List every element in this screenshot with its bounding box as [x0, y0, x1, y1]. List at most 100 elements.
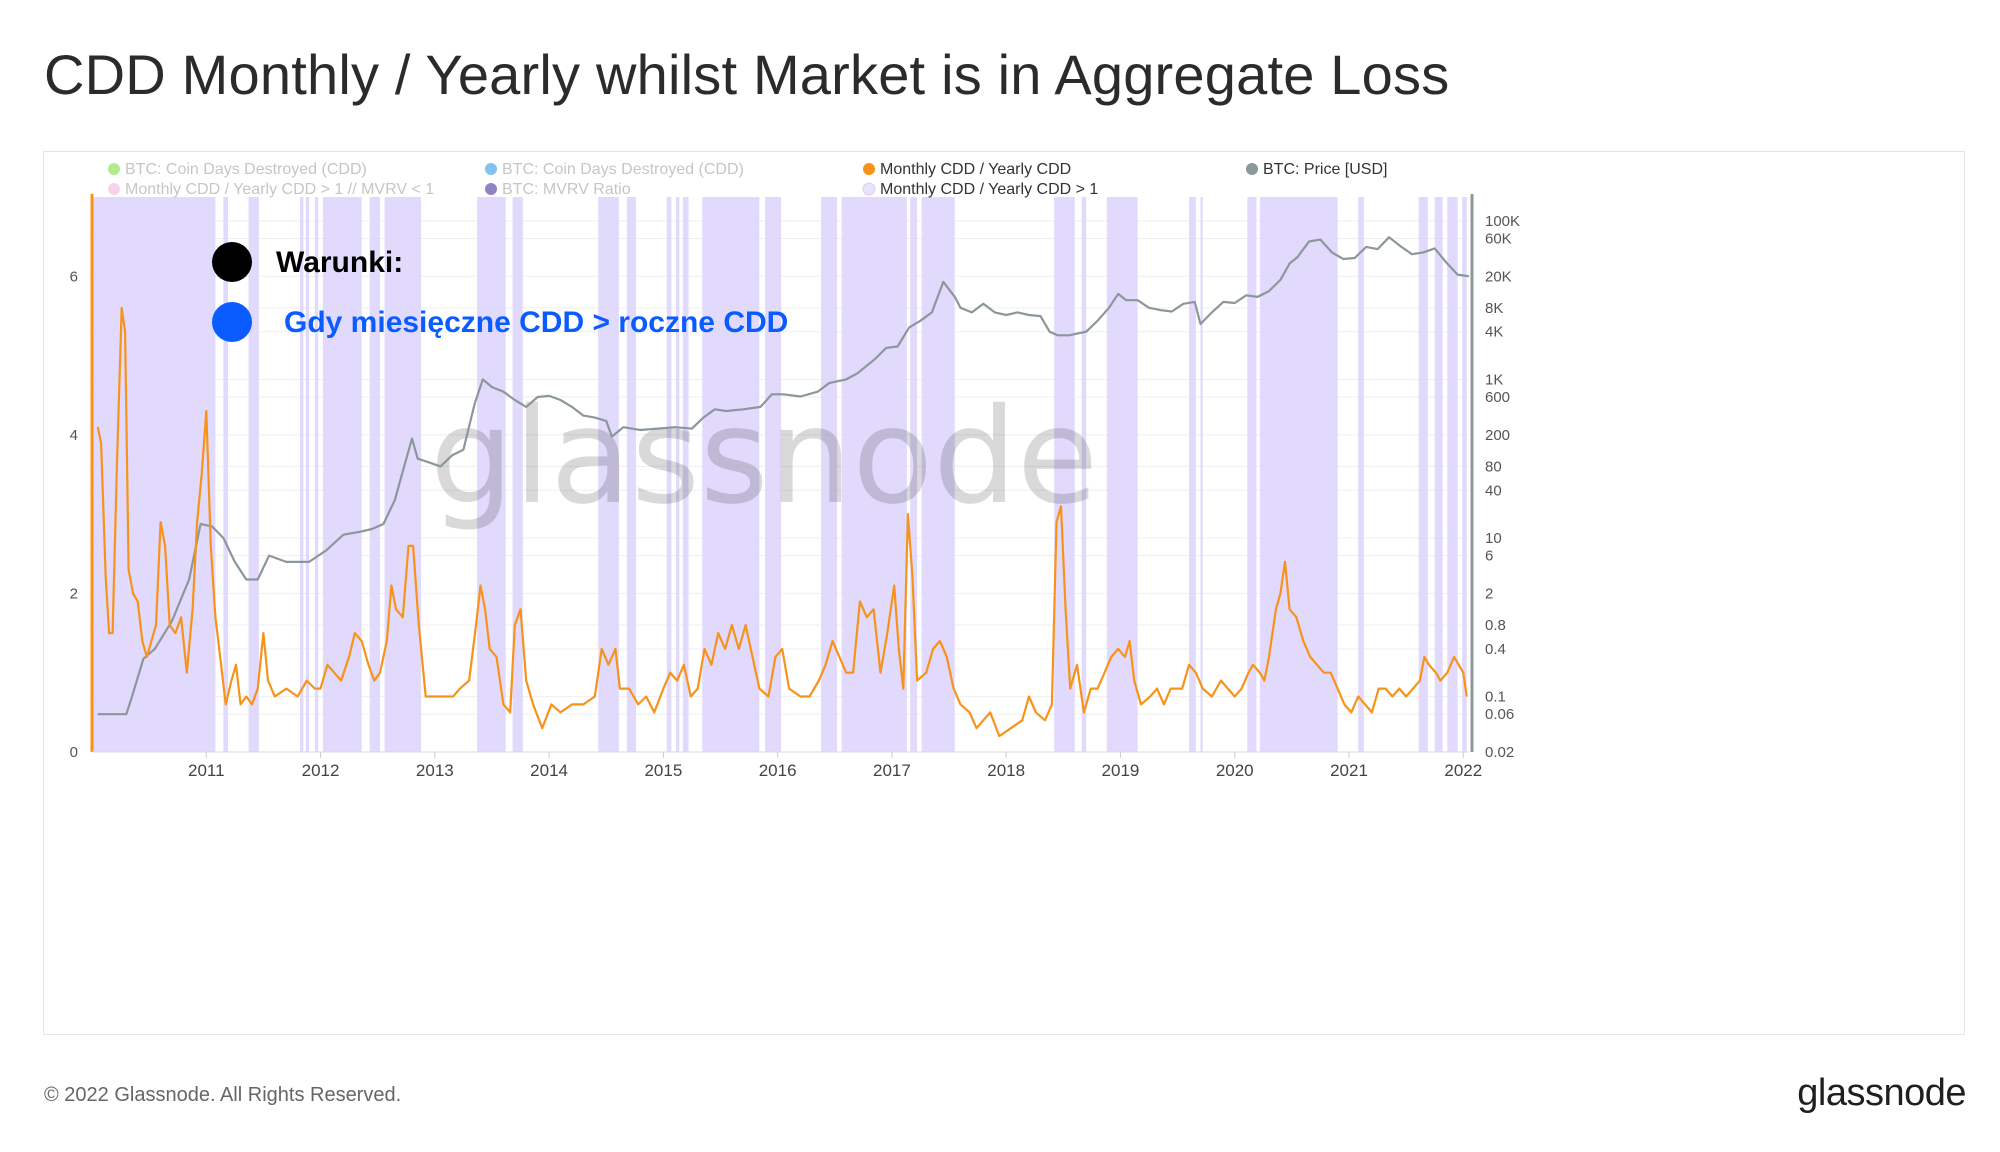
- shaded-region: [1081, 197, 1087, 752]
- annotation: Warunki: Gdy miesięczne CDD > roczne CDD: [212, 242, 788, 342]
- right-tick-label: 600: [1485, 389, 1510, 406]
- chart-frame: glassnode 0 2 4 6 100K 60K 20K 8K 4K 1K 600 200 80 40…: [43, 151, 1965, 1035]
- annotation-blue-dot: [212, 302, 252, 342]
- right-tick-label: 2: [1485, 585, 1493, 602]
- axes: 0246100K60K20K8K4K1K600200804010620.80.4…: [70, 194, 1520, 780]
- right-tick-label: 0.06: [1485, 706, 1514, 723]
- shaded-region: [1434, 197, 1443, 752]
- shaded-region: [1447, 197, 1458, 752]
- x-tick-label: 2018: [987, 761, 1025, 780]
- shaded-region: [92, 197, 216, 752]
- x-tick-label: 2012: [302, 761, 340, 780]
- shaded-region: [512, 197, 523, 752]
- shaded-region: [1259, 197, 1338, 752]
- legend-label: BTC: Price [USD]: [1263, 161, 1387, 178]
- footer-copyright: © 2022 Glassnode. All Rights Reserved.: [44, 1084, 402, 1106]
- legend-marker-icon: [485, 183, 497, 195]
- shaded-region: [1462, 197, 1467, 752]
- right-tick-label: 200: [1485, 427, 1510, 444]
- ratio-line: [96, 306, 1468, 738]
- shaded-region: [675, 197, 680, 752]
- legend-marker-icon: [863, 163, 875, 175]
- shaded-region: [910, 197, 918, 752]
- annotation-condition: Gdy miesięczne CDD > roczne CDD: [284, 306, 788, 339]
- legend-item[interactable]: Monthly CDD / Yearly CDD > 1 // MVRV < 1: [108, 181, 434, 198]
- shaded-region: [322, 197, 362, 752]
- shaded-region: [1418, 197, 1428, 752]
- x-tick-label: 2022: [1444, 761, 1482, 780]
- right-tick-label: 60K: [1485, 230, 1512, 247]
- legend-label: BTC: Coin Days Destroyed (CDD): [502, 161, 744, 178]
- x-tick-label: 2020: [1216, 761, 1254, 780]
- x-tick-label: 2015: [644, 761, 682, 780]
- shaded-region: [1358, 197, 1364, 752]
- right-tick-label: 6: [1485, 548, 1493, 565]
- shaded-region: [1200, 197, 1203, 752]
- legend-label: Monthly CDD / Yearly CDD > 1 // MVRV < 1: [125, 181, 434, 198]
- legend-label: BTC: Coin Days Destroyed (CDD): [125, 161, 367, 178]
- shaded-region: [765, 197, 782, 752]
- legend-label: Monthly CDD / Yearly CDD > 1: [880, 181, 1098, 198]
- right-tick-label: 0.1: [1485, 689, 1506, 706]
- annotation-black-dot: [212, 242, 252, 282]
- legend-item[interactable]: Monthly CDD / Yearly CDD > 1: [862, 181, 1098, 198]
- legend-item[interactable]: BTC: Coin Days Destroyed (CDD): [108, 161, 367, 178]
- shaded-region: [841, 197, 907, 752]
- shaded-region: [1189, 197, 1196, 752]
- legend[interactable]: BTC: Coin Days Destroyed (CDD) BTC: Coin …: [108, 161, 1387, 198]
- shaded-region: [1247, 197, 1257, 752]
- legend-label: BTC: MVRV Ratio: [502, 181, 631, 198]
- legend-marker-icon: [108, 183, 120, 195]
- right-tick-label: 0.4: [1485, 641, 1506, 658]
- x-tick-label: 2021: [1330, 761, 1368, 780]
- legend-marker-icon: [485, 163, 497, 175]
- right-tick-label: 0.02: [1485, 744, 1514, 761]
- annotation-heading: Warunki:: [276, 246, 403, 279]
- page-title: CDD Monthly / Yearly whilst Market is in…: [44, 43, 1450, 106]
- left-tick-label: 2: [70, 585, 78, 602]
- shaded-region: [248, 197, 259, 752]
- right-tick-label: 10: [1485, 530, 1502, 547]
- legend-item[interactable]: BTC: Coin Days Destroyed (CDD): [485, 161, 744, 178]
- watermark: glassnode: [430, 380, 1098, 534]
- shaded-region: [598, 197, 619, 752]
- right-tick-label: 8K: [1485, 300, 1503, 317]
- legend-item[interactable]: BTC: MVRV Ratio: [485, 181, 631, 198]
- shaded-region: [821, 197, 838, 752]
- x-tick-label: 2017: [873, 761, 911, 780]
- x-tick-label: 2014: [530, 761, 568, 780]
- x-tick-label: 2019: [1102, 761, 1140, 780]
- x-tick-label: 2016: [759, 761, 797, 780]
- right-tick-label: 0.8: [1485, 617, 1506, 634]
- shaded-regions: [92, 197, 1467, 752]
- right-tick-label: 80: [1485, 458, 1502, 475]
- left-tick-label: 6: [70, 268, 78, 285]
- right-tick-label: 4K: [1485, 324, 1503, 341]
- footer-logo: glassnode: [1797, 1072, 1966, 1114]
- shaded-region: [314, 197, 319, 752]
- shaded-region: [369, 197, 380, 752]
- right-tick-label: 40: [1485, 482, 1502, 499]
- right-tick-label: 100K: [1485, 213, 1520, 230]
- shaded-region: [682, 197, 689, 752]
- shaded-region: [626, 197, 636, 752]
- legend-marker-icon: [108, 163, 120, 175]
- x-tick-label: 2013: [416, 761, 454, 780]
- shaded-region: [223, 197, 228, 752]
- left-tick-label: 4: [70, 427, 78, 444]
- legend-marker-icon: [1246, 163, 1258, 175]
- shaded-region: [299, 197, 304, 752]
- price-line: [97, 236, 1470, 716]
- legend-item[interactable]: Monthly CDD / Yearly CDD: [863, 161, 1071, 178]
- legend-item[interactable]: BTC: Price [USD]: [1246, 161, 1387, 178]
- shaded-region: [477, 197, 506, 752]
- ratio-series: [96, 306, 1468, 738]
- price-series: [97, 236, 1470, 716]
- x-tick-label: 2011: [188, 761, 225, 780]
- shaded-region: [305, 197, 310, 752]
- legend-marker-icon: [862, 182, 876, 196]
- right-tick-label: 20K: [1485, 268, 1512, 285]
- legend-label: Monthly CDD / Yearly CDD: [880, 161, 1071, 178]
- shaded-region: [666, 197, 672, 752]
